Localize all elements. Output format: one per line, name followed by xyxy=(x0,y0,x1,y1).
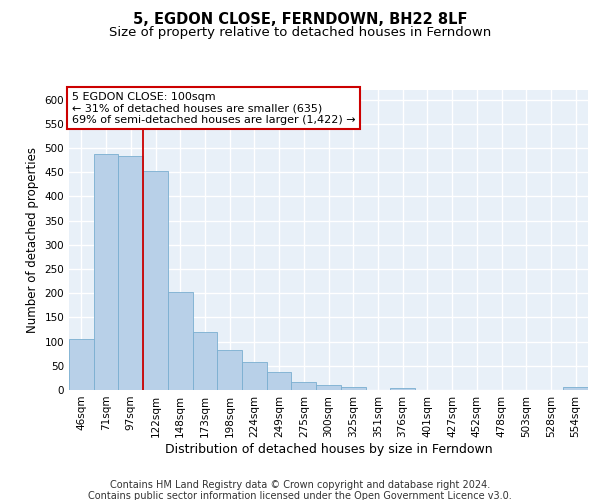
Text: 5 EGDON CLOSE: 100sqm
← 31% of detached houses are smaller (635)
69% of semi-det: 5 EGDON CLOSE: 100sqm ← 31% of detached … xyxy=(71,92,355,124)
Bar xyxy=(118,156,143,390)
Text: Distribution of detached houses by size in Ferndown: Distribution of detached houses by size … xyxy=(165,442,493,456)
Bar xyxy=(563,387,588,390)
Bar xyxy=(267,372,292,390)
Text: Contains HM Land Registry data © Crown copyright and database right 2024.: Contains HM Land Registry data © Crown c… xyxy=(110,480,490,490)
Text: Size of property relative to detached houses in Ferndown: Size of property relative to detached ho… xyxy=(109,26,491,39)
Bar xyxy=(292,382,316,390)
Bar xyxy=(69,339,94,390)
Text: Contains public sector information licensed under the Open Government Licence v3: Contains public sector information licen… xyxy=(88,491,512,500)
Bar xyxy=(316,385,341,390)
Bar xyxy=(168,292,193,390)
Bar xyxy=(390,388,415,390)
Text: 5, EGDON CLOSE, FERNDOWN, BH22 8LF: 5, EGDON CLOSE, FERNDOWN, BH22 8LF xyxy=(133,12,467,28)
Bar xyxy=(193,332,217,390)
Y-axis label: Number of detached properties: Number of detached properties xyxy=(26,147,39,333)
Bar xyxy=(341,386,365,390)
Bar xyxy=(242,362,267,390)
Bar xyxy=(143,172,168,390)
Bar xyxy=(217,350,242,390)
Bar xyxy=(94,154,118,390)
